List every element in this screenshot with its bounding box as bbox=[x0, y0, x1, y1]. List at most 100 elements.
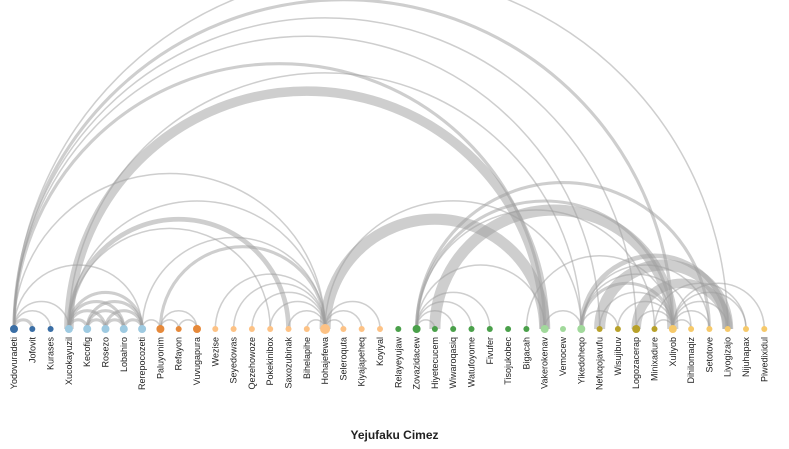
node-label: Seyedowas bbox=[229, 337, 239, 384]
node-label: Jofovit bbox=[27, 337, 37, 364]
node-label: Nefuqojavufu bbox=[595, 337, 605, 390]
node-dot bbox=[340, 326, 347, 332]
node-label: Kecofig bbox=[82, 337, 92, 367]
link-arc bbox=[214, 273, 326, 330]
node-dot bbox=[395, 326, 402, 332]
node-label: Bigacah bbox=[521, 337, 531, 370]
node-dot bbox=[320, 324, 331, 334]
node-label: Seleroquta bbox=[338, 337, 348, 381]
node-label: Qezehowoze bbox=[247, 337, 257, 390]
link-arc bbox=[631, 278, 733, 330]
node-label: Hiyetecucem bbox=[430, 337, 440, 389]
node-dot bbox=[761, 326, 768, 332]
node-dot bbox=[505, 326, 512, 332]
node-dot bbox=[614, 326, 621, 332]
link-arc bbox=[415, 264, 546, 330]
link-arc bbox=[68, 200, 326, 330]
node-label: Wezise bbox=[210, 337, 220, 366]
node-dot bbox=[248, 326, 255, 332]
node-label: Setotove bbox=[704, 337, 714, 373]
node-label: Koyiyal bbox=[375, 337, 385, 366]
link-arc bbox=[324, 200, 583, 330]
link-arc bbox=[66, 216, 291, 330]
link-arc bbox=[415, 291, 491, 330]
link-arc bbox=[319, 213, 551, 330]
node-label: Xucokayuzil bbox=[64, 337, 74, 385]
node-dot bbox=[468, 326, 475, 332]
node-label: Dihilomaqiz bbox=[686, 337, 696, 384]
node-label: Vemocew bbox=[558, 337, 568, 377]
links-layer bbox=[12, 0, 766, 330]
node-label: Wiwaroqasiq bbox=[448, 337, 458, 389]
node-label: Hohajefewa bbox=[320, 337, 330, 385]
node-dot bbox=[10, 325, 18, 333]
node-label: Tisojukobec bbox=[503, 337, 513, 385]
link-arc bbox=[429, 204, 679, 330]
node-dot bbox=[523, 326, 530, 332]
node-label: Xuliyob bbox=[668, 337, 678, 367]
link-arc bbox=[13, 35, 601, 330]
node-label: Zovazidacew bbox=[412, 337, 422, 390]
node-label: Vakerokenav bbox=[540, 337, 550, 389]
node-label: Nijuhapax bbox=[741, 337, 751, 378]
node-label: Refayon bbox=[174, 337, 184, 371]
node-dot bbox=[560, 326, 566, 332]
node-label: Saxozubinak bbox=[284, 337, 294, 389]
node-dot bbox=[540, 325, 549, 333]
link-arc bbox=[415, 181, 711, 330]
node-dot bbox=[596, 326, 603, 332]
link-arc bbox=[232, 282, 326, 330]
node-dot bbox=[212, 326, 219, 332]
link-arc bbox=[13, 172, 326, 330]
node-label: Liyogizajo bbox=[723, 337, 733, 377]
node-label: Fivufer bbox=[485, 337, 495, 365]
node-dot bbox=[119, 325, 128, 333]
link-arc bbox=[12, 0, 675, 330]
node-dot bbox=[688, 326, 695, 332]
node-dot bbox=[377, 326, 383, 332]
chart-title: Yejufaku Cimez bbox=[350, 428, 439, 442]
node-label: Relayeyujaw bbox=[393, 337, 403, 389]
nodes-layer bbox=[10, 324, 768, 334]
node-dot bbox=[651, 326, 658, 332]
node-dot bbox=[101, 325, 110, 333]
link-arc bbox=[13, 0, 729, 330]
link-arc bbox=[672, 282, 766, 330]
link-arc bbox=[415, 300, 473, 330]
node-dot bbox=[47, 326, 54, 332]
link-arc bbox=[653, 282, 747, 330]
node-dot bbox=[577, 325, 586, 333]
node-label: Yikedoheqo bbox=[576, 337, 586, 384]
link-arc bbox=[672, 291, 747, 330]
node-dot bbox=[83, 325, 92, 333]
link-arc bbox=[13, 17, 637, 330]
node-dot bbox=[486, 326, 493, 332]
node-dot bbox=[267, 326, 274, 332]
node-label: Kiyajapeheq bbox=[357, 337, 367, 387]
node-label: Piwedixidul bbox=[759, 337, 769, 382]
node-label: Rosezo bbox=[101, 337, 111, 368]
link-arc bbox=[324, 300, 381, 330]
node-dot bbox=[412, 325, 421, 333]
node-label: Watufoyome bbox=[467, 337, 477, 387]
node-label: Yodovuradeti bbox=[9, 337, 19, 389]
node-dot bbox=[450, 326, 457, 332]
node-dot bbox=[358, 326, 365, 332]
node-label: Minixadure bbox=[650, 337, 660, 381]
node-label: Bihelapihe bbox=[302, 337, 312, 379]
link-arc bbox=[13, 300, 70, 330]
link-arc bbox=[672, 300, 729, 330]
link-arc bbox=[158, 245, 327, 330]
node-dot bbox=[64, 325, 73, 333]
link-arc bbox=[525, 255, 674, 330]
node-dot bbox=[138, 325, 147, 333]
node-dot bbox=[431, 326, 438, 332]
node-label: Rerepocozeti bbox=[137, 337, 147, 390]
node-dot bbox=[285, 326, 292, 332]
node-label: Wisujibuv bbox=[613, 337, 623, 376]
node-dot bbox=[230, 326, 237, 332]
node-dot bbox=[706, 326, 713, 332]
node-dot bbox=[724, 326, 731, 332]
